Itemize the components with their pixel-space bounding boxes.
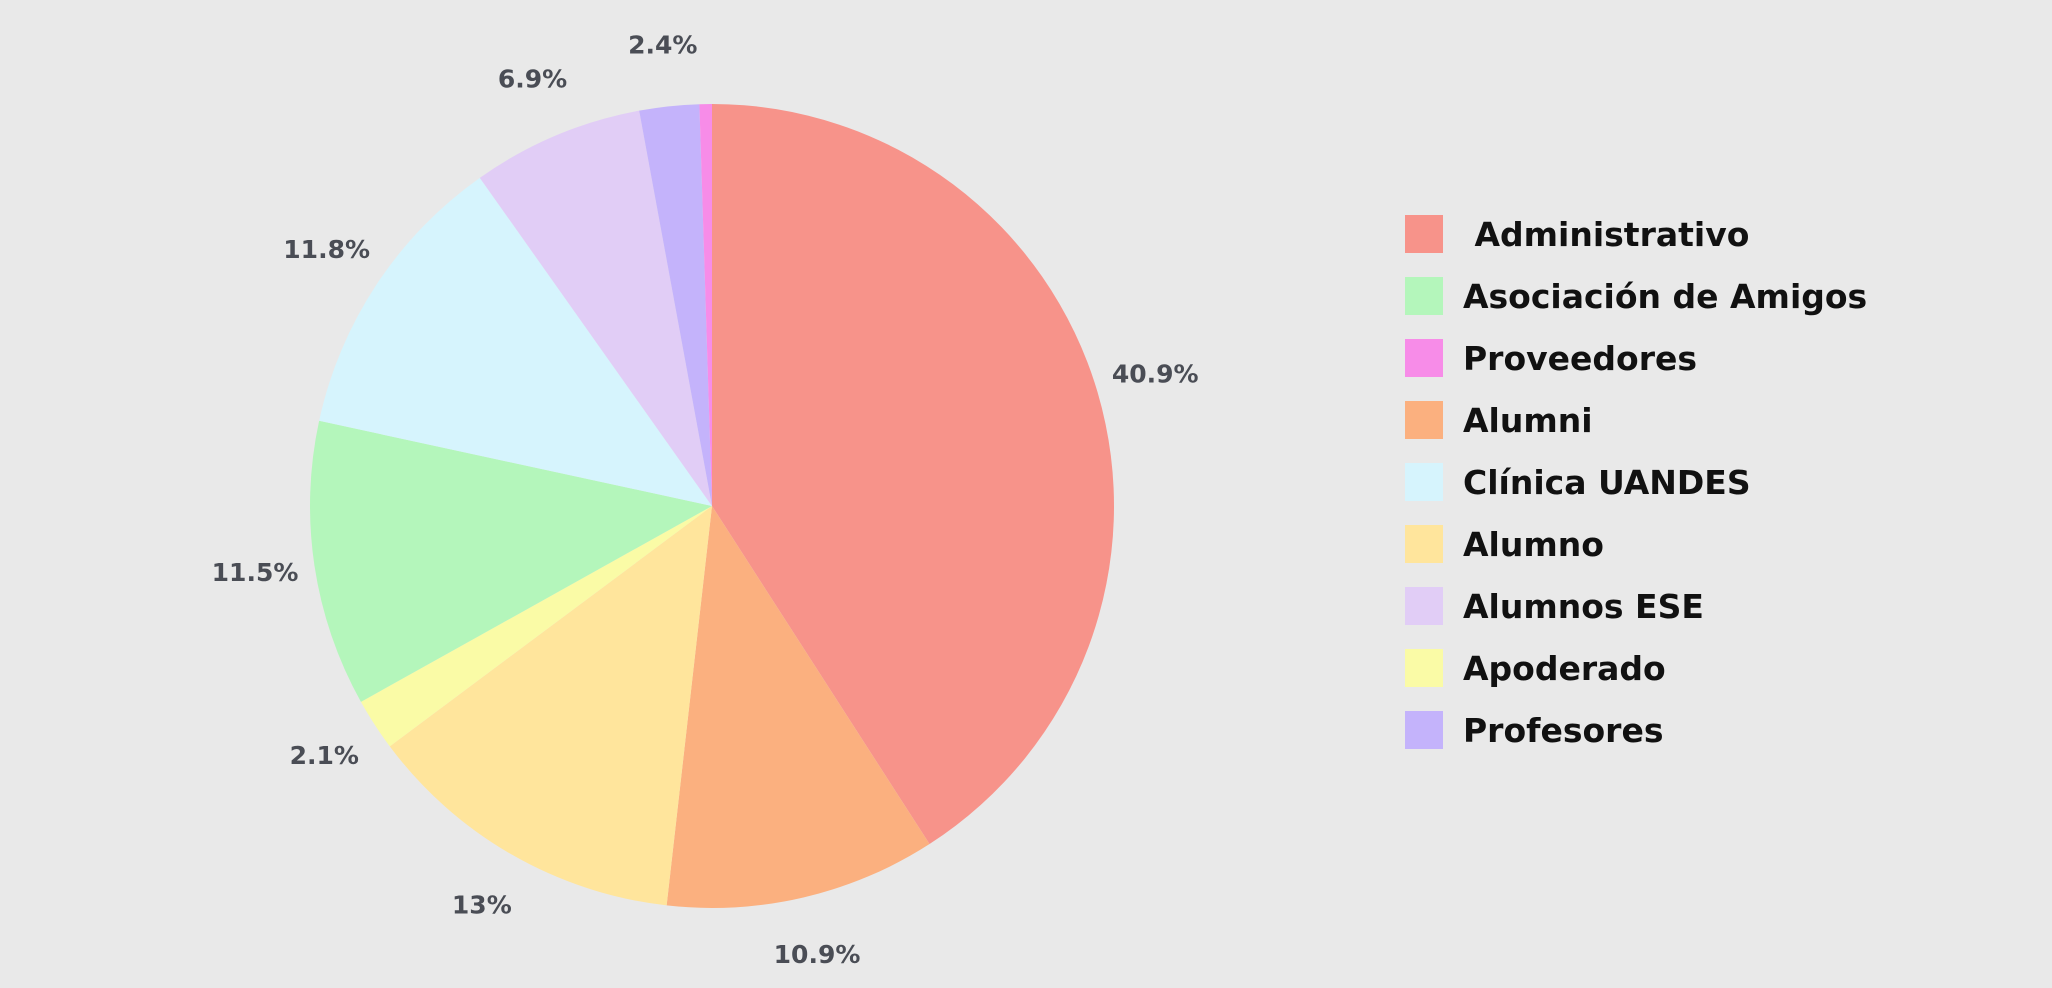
legend-label-apoderado: Apoderado bbox=[1463, 648, 1666, 688]
pie-slice-clinica-uandes bbox=[319, 177, 712, 507]
legend-swatch-alumni bbox=[1405, 401, 1443, 439]
legend-swatch-proveedores bbox=[1405, 339, 1443, 377]
legend-item-alumno: Alumno bbox=[1405, 524, 2005, 564]
data-label-apoderado: 2.1% bbox=[290, 741, 359, 770]
legend-item-alumni: Alumni bbox=[1405, 400, 2005, 440]
pie-slice-alumni bbox=[666, 506, 930, 908]
data-label-asociacion-de-amigos: 11.5% bbox=[212, 558, 299, 587]
legend-label-administrativo: Administrativo bbox=[1463, 214, 1750, 254]
data-label-clinica-uandes: 11.8% bbox=[283, 235, 370, 264]
legend-label-asociacion-de-amigos: Asociación de Amigos bbox=[1463, 276, 1868, 316]
pie-slice-profesores bbox=[639, 104, 712, 506]
legend-label-alumni: Alumni bbox=[1463, 400, 1593, 440]
data-label-alumno: 13% bbox=[452, 891, 512, 920]
legend-item-apoderado: Apoderado bbox=[1405, 648, 2005, 688]
pie-slice-apoderado bbox=[360, 506, 712, 747]
legend-item-proveedores: Proveedores bbox=[1405, 338, 2005, 378]
legend-item-administrativo: Administrativo bbox=[1405, 214, 2005, 254]
data-label-administrativo: 40.9% bbox=[1112, 360, 1199, 389]
pie-slice-alumnos-ese bbox=[479, 110, 712, 506]
legend-swatch-administrativo bbox=[1405, 215, 1443, 253]
data-label-alumni: 10.9% bbox=[774, 940, 861, 969]
legend-label-profesores: Profesores bbox=[1463, 710, 1664, 750]
legend-swatch-alumnos-ese bbox=[1405, 587, 1443, 625]
legend: Administrativo Asociación de Amigos Provee… bbox=[1405, 214, 2005, 772]
pie-slice-administrativo bbox=[712, 104, 1114, 845]
legend-swatch-asociacion-de-amigos bbox=[1405, 277, 1443, 315]
legend-item-alumnos-ese: Alumnos ESE bbox=[1405, 586, 2005, 626]
pie-slice-alumno bbox=[389, 506, 712, 906]
legend-label-alumnos-ese: Alumnos ESE bbox=[1463, 586, 1704, 626]
legend-label-proveedores: Proveedores bbox=[1463, 338, 1697, 378]
data-label-profesores: 2.4% bbox=[628, 31, 697, 60]
pie-slice-proveedores bbox=[699, 104, 712, 506]
data-label-alumnos-ese: 6.9% bbox=[498, 64, 567, 93]
legend-swatch-apoderado bbox=[1405, 649, 1443, 687]
legend-label-alumno: Alumno bbox=[1463, 524, 1604, 564]
legend-swatch-alumno bbox=[1405, 525, 1443, 563]
pie-slice-asociacion-de-amigos bbox=[310, 420, 712, 702]
legend-swatch-profesores bbox=[1405, 711, 1443, 749]
legend-item-profesores: Profesores bbox=[1405, 710, 2005, 750]
legend-swatch-clinica-uandes bbox=[1405, 463, 1443, 501]
legend-label-clinica-uandes: Clínica UANDES bbox=[1463, 462, 1751, 502]
legend-item-clinica-uandes: Clínica UANDES bbox=[1405, 462, 2005, 502]
legend-item-asociacion-de-amigos: Asociación de Amigos bbox=[1405, 276, 2005, 316]
